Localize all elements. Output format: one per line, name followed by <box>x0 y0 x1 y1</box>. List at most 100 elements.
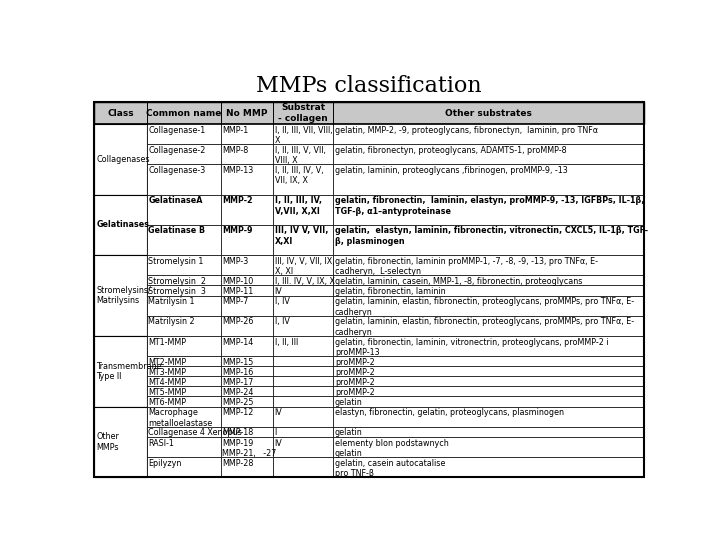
Text: gelatin, laminin, elastin, fibronectin, proteoglycans, proMMPs, pro TNFα, E-
cad: gelatin, laminin, elastin, fibronectin, … <box>335 297 634 316</box>
Text: Collagenase-1: Collagenase-1 <box>148 125 205 134</box>
Text: MMP-13: MMP-13 <box>222 166 253 175</box>
Text: Gelatinases: Gelatinases <box>96 220 149 230</box>
Bar <box>147 407 221 427</box>
Bar <box>94 336 147 407</box>
Bar <box>94 194 147 255</box>
Bar <box>221 194 273 225</box>
Text: Matrilysin 1: Matrilysin 1 <box>148 297 195 306</box>
Bar <box>333 255 644 275</box>
Text: IV: IV <box>274 408 282 417</box>
Text: I, II, III, IV,
V,VII, X,XI: I, II, III, IV, V,VII, X,XI <box>274 196 322 215</box>
Bar <box>273 255 333 275</box>
Bar <box>333 316 644 336</box>
Bar <box>333 437 644 457</box>
Text: MMP-9: MMP-9 <box>222 226 253 235</box>
Text: gelatin, casein autocatalise
pro TNF-β: gelatin, casein autocatalise pro TNF-β <box>335 459 446 478</box>
Bar <box>273 164 333 194</box>
Bar <box>147 387 221 396</box>
Text: gelatin, fibronectin, laminin, vitronectrin, proteoglycans, proMMP-2 i
proMMP-13: gelatin, fibronectin, laminin, vitronect… <box>335 338 608 357</box>
Bar <box>94 102 644 124</box>
Text: elastyn, fibronectin, gelatin, proteoglycans, plasminogen: elastyn, fibronectin, gelatin, proteogly… <box>335 408 564 417</box>
Bar <box>273 225 333 255</box>
Bar <box>273 387 333 396</box>
Bar <box>221 366 273 376</box>
Bar <box>147 316 221 336</box>
Bar <box>147 457 221 477</box>
Text: MMP-3: MMP-3 <box>222 257 248 266</box>
Bar <box>221 275 273 286</box>
Bar <box>147 225 221 255</box>
Text: proMMP-2: proMMP-2 <box>335 378 374 387</box>
Text: I, IV: I, IV <box>274 297 289 306</box>
Text: MT5-MMP: MT5-MMP <box>148 388 186 397</box>
Bar <box>147 437 221 457</box>
Text: MMP-25: MMP-25 <box>222 398 254 407</box>
Text: MMP-11: MMP-11 <box>222 287 253 296</box>
Bar <box>333 286 644 295</box>
Bar <box>273 457 333 477</box>
Bar <box>273 376 333 387</box>
Bar <box>147 275 221 286</box>
Text: gelatin, MMP-2, -9, proteoglycans, fibronectyn,  laminin, pro TNFα: gelatin, MMP-2, -9, proteoglycans, fibro… <box>335 125 598 134</box>
Text: I, II, III, VII, VIII,
X: I, II, III, VII, VIII, X <box>274 125 332 145</box>
Text: MT3-MMP: MT3-MMP <box>148 368 186 377</box>
Text: gelatin, fibronectyn, proteoglycans, ADAMTS-1, proMMP-8: gelatin, fibronectyn, proteoglycans, ADA… <box>335 146 567 154</box>
Bar <box>221 164 273 194</box>
Text: MMP-1: MMP-1 <box>222 125 248 134</box>
Bar <box>333 366 644 376</box>
Text: proMMP-2: proMMP-2 <box>335 358 374 367</box>
Bar <box>221 427 273 437</box>
Bar <box>273 336 333 356</box>
Bar <box>147 194 221 225</box>
Text: gelatin,  elastyn, laminin, fibronectin, vitronectin, CXCL5, IL-1β, TGF-
β, plas: gelatin, elastyn, laminin, fibronectin, … <box>335 226 648 246</box>
Text: GelatinaseA: GelatinaseA <box>148 196 203 205</box>
Text: gelatin, laminin, casein, MMP-1, -8, fibronectin, proteoglycans: gelatin, laminin, casein, MMP-1, -8, fib… <box>335 277 582 286</box>
Bar <box>333 407 644 427</box>
Text: I, II, III, IV, V,
VII, IX, X: I, II, III, IV, V, VII, IX, X <box>274 166 323 185</box>
Text: Matrilysin 2: Matrilysin 2 <box>148 318 195 326</box>
Text: MMP-2: MMP-2 <box>222 196 253 205</box>
Bar <box>147 164 221 194</box>
Text: MMP-15: MMP-15 <box>222 358 253 367</box>
Text: Stromelysin  2: Stromelysin 2 <box>148 277 207 286</box>
Bar <box>147 356 221 366</box>
Text: I: I <box>274 428 276 437</box>
Bar <box>147 376 221 387</box>
Bar <box>333 124 644 144</box>
Bar <box>94 102 644 124</box>
Bar <box>221 437 273 457</box>
Bar <box>221 396 273 407</box>
Text: I, II, III, V, VII,
VIII, X: I, II, III, V, VII, VIII, X <box>274 146 325 165</box>
Text: Collagenase 4 Xenopus: Collagenase 4 Xenopus <box>148 428 242 437</box>
Text: Transmembrane
Type II: Transmembrane Type II <box>96 362 162 381</box>
Text: MMP-28: MMP-28 <box>222 459 253 468</box>
Text: gelatin, fibronectin,  laminin, elastyn, proMMP-9, -13, IGFBPs, IL-1β,
TGF-β, α1: gelatin, fibronectin, laminin, elastyn, … <box>335 196 644 215</box>
Text: III, IV V, VII,
X,XI: III, IV V, VII, X,XI <box>274 226 328 246</box>
Bar <box>273 286 333 295</box>
Bar <box>94 407 147 477</box>
Text: Substrat
- collagen: Substrat - collagen <box>278 103 328 123</box>
Text: MMPs classification: MMPs classification <box>256 75 482 97</box>
Bar <box>333 427 644 437</box>
Bar <box>273 194 333 225</box>
Text: MMP-26: MMP-26 <box>222 318 253 326</box>
Bar <box>333 225 644 255</box>
Text: Epilyzyn: Epilyzyn <box>148 459 181 468</box>
Bar <box>273 295 333 316</box>
Text: Class: Class <box>107 109 134 118</box>
Bar <box>147 124 221 144</box>
Text: Gelatinase B: Gelatinase B <box>148 226 205 235</box>
Bar <box>221 387 273 396</box>
Text: RASI-1: RASI-1 <box>148 438 174 448</box>
Text: MMP-8: MMP-8 <box>222 146 248 154</box>
Bar <box>147 255 221 275</box>
Bar <box>333 336 644 356</box>
Bar <box>147 144 221 164</box>
Text: MMP-7: MMP-7 <box>222 297 249 306</box>
Bar <box>273 144 333 164</box>
Bar <box>333 164 644 194</box>
Bar <box>221 356 273 366</box>
Bar <box>333 387 644 396</box>
Bar <box>333 194 644 225</box>
Bar <box>221 336 273 356</box>
